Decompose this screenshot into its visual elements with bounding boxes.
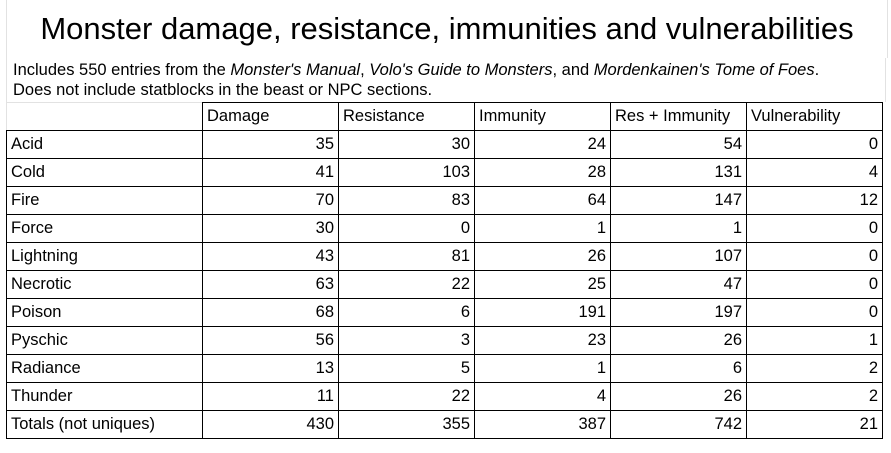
damage-total-cell[interactable]: 430: [202, 410, 339, 439]
immunity-total-cell[interactable]: 387: [474, 410, 611, 439]
resistance-cell[interactable]: 5: [338, 354, 475, 383]
row-label-cell[interactable]: Force: [6, 214, 203, 243]
table-row: Cold 41 103 28 131 4: [6, 158, 883, 187]
res-immunity-cell[interactable]: 54: [610, 130, 747, 159]
row-label-cell[interactable]: Necrotic: [6, 270, 203, 299]
damage-cell[interactable]: 43: [202, 242, 339, 271]
immunity-cell[interactable]: 28: [474, 158, 611, 187]
table-row: Thunder 11 22 4 26 2: [6, 382, 883, 411]
immunity-cell[interactable]: 4: [474, 382, 611, 411]
vulnerability-total-cell[interactable]: 21: [746, 410, 883, 439]
immunity-cell[interactable]: 1: [474, 354, 611, 383]
immunity-cell[interactable]: 1: [474, 214, 611, 243]
resistance-total-cell[interactable]: 355: [338, 410, 475, 439]
immunity-cell[interactable]: 25: [474, 270, 611, 299]
table-row: Necrotic 63 22 25 47 0: [6, 270, 883, 299]
vulnerability-cell[interactable]: 0: [746, 242, 883, 271]
res-immunity-cell[interactable]: 47: [610, 270, 747, 299]
totals-row: Totals (not uniques) 430 355 387 742 21: [6, 410, 883, 439]
res-immunity-cell[interactable]: 107: [610, 242, 747, 271]
damage-cell[interactable]: 68: [202, 298, 339, 327]
description-cell[interactable]: Includes 550 entries from the Monster's …: [6, 58, 886, 102]
res-immunity-cell[interactable]: 26: [610, 326, 747, 355]
immunity-cell[interactable]: 64: [474, 186, 611, 215]
damage-table: Damage Resistance Immunity Res + Immunit…: [6, 102, 883, 439]
table-row: Fire 70 83 64 147 12: [6, 186, 883, 215]
immunity-cell[interactable]: 26: [474, 242, 611, 271]
resistance-cell[interactable]: 3: [338, 326, 475, 355]
vulnerability-cell[interactable]: 0: [746, 214, 883, 243]
immunity-cell[interactable]: 23: [474, 326, 611, 355]
totals-label-cell[interactable]: Totals (not uniques): [6, 410, 203, 439]
damage-cell[interactable]: 56: [202, 326, 339, 355]
sheet-title-cell[interactable]: Monster damage, resistance, immunities a…: [6, 0, 888, 58]
damage-cell[interactable]: 35: [202, 130, 339, 159]
immunity-cell[interactable]: 191: [474, 298, 611, 327]
vulnerability-cell[interactable]: 4: [746, 158, 883, 187]
damage-cell[interactable]: 13: [202, 354, 339, 383]
header-cell-empty[interactable]: [6, 102, 203, 131]
description-prefix: Includes 550 entries from the: [13, 61, 231, 79]
book-mordenkainens-tome: Mordenkainen's Tome of Foes: [593, 61, 815, 79]
row-label-cell[interactable]: Acid: [6, 130, 203, 159]
header-cell-resistance[interactable]: Resistance: [338, 102, 475, 131]
vulnerability-cell[interactable]: 2: [746, 354, 883, 383]
vulnerability-cell[interactable]: 2: [746, 382, 883, 411]
res-immunity-cell[interactable]: 147: [610, 186, 747, 215]
res-immunity-cell[interactable]: 1: [610, 214, 747, 243]
damage-cell[interactable]: 63: [202, 270, 339, 299]
header-cell-res-immunity[interactable]: Res + Immunity: [610, 102, 747, 131]
resistance-cell[interactable]: 0: [338, 214, 475, 243]
row-label-cell[interactable]: Pyschic: [6, 326, 203, 355]
resistance-cell[interactable]: 22: [338, 270, 475, 299]
immunity-cell[interactable]: 24: [474, 130, 611, 159]
res-immunity-cell[interactable]: 197: [610, 298, 747, 327]
row-label-cell[interactable]: Radiance: [6, 354, 203, 383]
damage-cell[interactable]: 11: [202, 382, 339, 411]
resistance-cell[interactable]: 81: [338, 242, 475, 271]
res-immunity-cell[interactable]: 26: [610, 382, 747, 411]
description-line-2: Does not include statblocks in the beast…: [13, 81, 433, 99]
vulnerability-cell[interactable]: 0: [746, 270, 883, 299]
table-row: Lightning 43 81 26 107 0: [6, 242, 883, 271]
description-separator-2: , and: [552, 61, 594, 79]
book-volos-guide: Volo's Guide to Monsters: [369, 61, 553, 79]
description-line-1: Includes 550 entries from the Monster's …: [13, 60, 885, 80]
vulnerability-cell[interactable]: 0: [746, 130, 883, 159]
res-immunity-cell[interactable]: 131: [610, 158, 747, 187]
header-cell-vulnerability[interactable]: Vulnerability: [746, 102, 883, 131]
vulnerability-cell[interactable]: 1: [746, 326, 883, 355]
table-row: Radiance 13 5 1 6 2: [6, 354, 883, 383]
table-row: Force 30 0 1 1 0: [6, 214, 883, 243]
sheet-title: Monster damage, resistance, immunities a…: [40, 11, 854, 46]
table-row: Pyschic 56 3 23 26 1: [6, 326, 883, 355]
damage-cell[interactable]: 41: [202, 158, 339, 187]
row-label-cell[interactable]: Lightning: [6, 242, 203, 271]
vulnerability-cell[interactable]: 12: [746, 186, 883, 215]
description-separator-1: ,: [360, 61, 370, 79]
table-row: Poison 68 6 191 197 0: [6, 298, 883, 327]
row-label-cell[interactable]: Poison: [6, 298, 203, 327]
header-row: Damage Resistance Immunity Res + Immunit…: [6, 102, 883, 131]
header-cell-damage[interactable]: Damage: [202, 102, 339, 131]
res-immunity-total-cell[interactable]: 742: [610, 410, 747, 439]
description-suffix: .: [814, 61, 820, 79]
row-label-cell[interactable]: Fire: [6, 186, 203, 215]
resistance-cell[interactable]: 22: [338, 382, 475, 411]
resistance-cell[interactable]: 83: [338, 186, 475, 215]
table-row: Acid 35 30 24 54 0: [6, 130, 883, 159]
resistance-cell[interactable]: 103: [338, 158, 475, 187]
res-immunity-cell[interactable]: 6: [610, 354, 747, 383]
header-cell-immunity[interactable]: Immunity: [474, 102, 611, 131]
vulnerability-cell[interactable]: 0: [746, 298, 883, 327]
damage-cell[interactable]: 70: [202, 186, 339, 215]
row-label-cell[interactable]: Cold: [6, 158, 203, 187]
resistance-cell[interactable]: 30: [338, 130, 475, 159]
row-label-cell[interactable]: Thunder: [6, 382, 203, 411]
book-monster-manual: Monster's Manual: [230, 61, 361, 79]
damage-cell[interactable]: 30: [202, 214, 339, 243]
resistance-cell[interactable]: 6: [338, 298, 475, 327]
